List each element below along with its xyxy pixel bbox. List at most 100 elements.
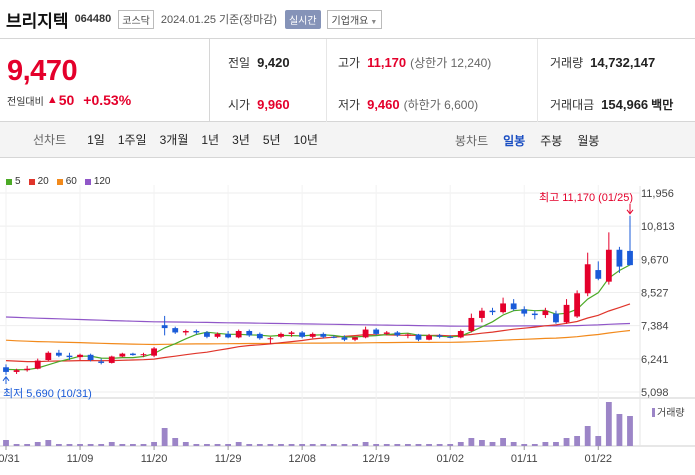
candle-weekly[interactable]: 주봉	[540, 133, 563, 148]
volume-bar	[66, 444, 73, 446]
volume-bar	[489, 442, 496, 446]
current-price: 9,470	[7, 55, 78, 87]
low-price: 저가 9,460 (하한가 6,600)	[338, 96, 478, 113]
candle-body	[574, 293, 581, 317]
volume-bar	[119, 444, 126, 446]
x-tick-label: 10/31	[0, 453, 20, 465]
volume-axis-label: 거래량	[657, 407, 685, 419]
candle-body	[66, 355, 73, 358]
candle-body	[553, 313, 559, 323]
period-10y[interactable]: 10년	[293, 133, 318, 147]
amount-unit: 백만	[651, 98, 674, 112]
candle-body	[595, 270, 602, 279]
candle-body	[288, 332, 295, 334]
legend-ma60: 60	[56, 176, 77, 187]
y-tick-label: 6,241	[641, 354, 669, 366]
legend-ma60-label: 60	[65, 176, 77, 187]
volume-bar	[172, 438, 179, 446]
market-badge: 코스닥	[118, 9, 154, 29]
change-value: 50	[58, 92, 75, 108]
stock-header: 브리지텍 064480 코스닥 2024.01.25 기준(장마감) 실시간 기…	[0, 0, 695, 38]
y-tick-label: 11,956	[641, 188, 674, 200]
realtime-button[interactable]: 실시간	[284, 9, 321, 29]
x-tick-label: 11/20	[141, 453, 168, 465]
volume-bar	[436, 444, 443, 446]
candle-body	[616, 249, 623, 267]
stock-name: 브리지텍	[6, 11, 69, 31]
volume-bar	[447, 444, 454, 446]
volume-bar	[288, 444, 295, 446]
volume-bar	[468, 438, 475, 446]
volume-bar	[542, 442, 549, 446]
period-3y[interactable]: 3년	[232, 133, 250, 147]
volume-legend-swatch	[652, 408, 655, 417]
axis-labels: 11,956 10,813 9,670 8,527 7,384 6,241 5,098 10/…	[0, 188, 675, 465]
volume-bar	[563, 438, 570, 446]
high-price: 고가 11,170 (상한가 12,240)	[338, 54, 491, 71]
period-3m[interactable]: 3개월	[159, 133, 189, 147]
period-1d[interactable]: 1일	[87, 133, 105, 147]
period-5y[interactable]: 5년	[262, 133, 281, 147]
candle-body	[352, 337, 358, 340]
y-tick-label: 8,527	[641, 288, 669, 300]
candle-body	[3, 367, 9, 372]
prev-close-value: 9,420	[257, 55, 290, 70]
divider	[537, 39, 538, 123]
candle-daily[interactable]: 일봉	[503, 133, 526, 148]
period-1w[interactable]: 1주일	[117, 133, 147, 147]
period-1y[interactable]: 1년	[201, 133, 220, 147]
divider	[326, 39, 327, 123]
x-tick-label: 01/02	[436, 453, 464, 465]
x-tick-label: 12/19	[362, 453, 390, 465]
ma-legend: 5 20 60 120	[6, 176, 119, 187]
volume-bar	[3, 440, 9, 446]
candle-body	[77, 354, 83, 358]
candle-body	[140, 354, 147, 356]
high-annotation: 최고 11,170 (01/25)	[539, 191, 633, 204]
high-label: 고가	[338, 56, 361, 70]
high-value: 11,170	[367, 55, 407, 70]
y-tick-label: 10,813	[641, 221, 675, 233]
volume-bar	[595, 436, 602, 446]
volume-bar	[13, 444, 20, 446]
trade-amount: 거래대금 154,966 백만	[550, 96, 673, 113]
legend-ma120-label: 120	[93, 176, 111, 187]
candle-body	[394, 332, 401, 336]
volume-bar	[362, 442, 369, 446]
candle-body	[256, 333, 263, 339]
current-price-box: 9,470 전일대비 ▲ 50 +0.53%	[0, 39, 210, 123]
volume-bar	[77, 444, 83, 446]
candle-body	[172, 328, 179, 333]
volume-bar	[309, 444, 316, 446]
up-arrow-icon	[2, 375, 10, 382]
candle-body	[521, 309, 528, 314]
candle-body	[436, 335, 443, 337]
legend-ma20: 20	[28, 176, 49, 187]
open-value: 9,960	[257, 97, 290, 112]
volume-bar	[584, 426, 591, 446]
candle-body	[447, 336, 454, 338]
candle-body	[415, 334, 422, 340]
volume-bar	[373, 444, 380, 446]
volume-bar	[267, 444, 274, 446]
change-row: 전일대비 ▲ 50 +0.53%	[7, 92, 131, 108]
volume-bar	[574, 436, 581, 446]
candle-body	[404, 334, 411, 336]
volume-bars	[3, 402, 633, 446]
candle-body	[362, 329, 369, 338]
volume-label: 거래량	[550, 56, 584, 70]
candle-body	[531, 313, 538, 316]
legend-ma20-label: 20	[37, 176, 49, 187]
volume-bar	[299, 444, 306, 446]
volume-bar	[151, 442, 157, 446]
volume-bar	[553, 442, 559, 446]
candle-monthly[interactable]: 월봉	[577, 133, 600, 148]
legend-ma5: 5	[6, 176, 21, 187]
volume-bar	[204, 444, 210, 446]
volume-bar	[34, 442, 41, 446]
volume-bar	[193, 444, 200, 446]
volume-bar	[214, 444, 221, 446]
volume-bar	[616, 414, 623, 446]
company-overview-dropdown[interactable]: 기업개요 ▼	[326, 9, 383, 29]
